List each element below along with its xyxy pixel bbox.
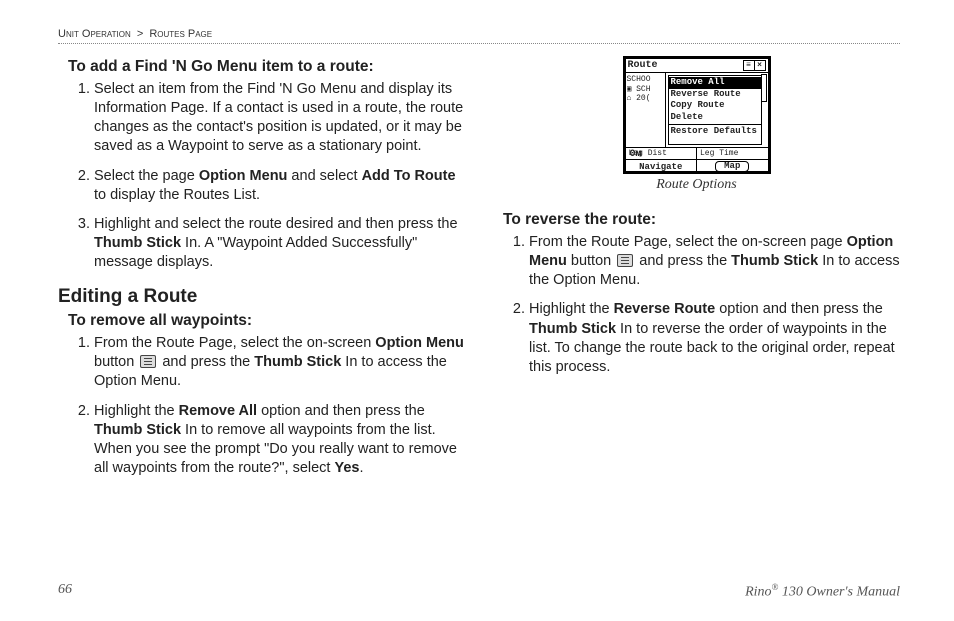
screen-option-menu: Remove All Reverse Route Copy Route Dele… [668,75,762,145]
proc2-step: From the Route Page, select the on-scree… [94,334,465,391]
screen-title: Route [628,60,658,71]
screen-titlebar: Route ≡ × [626,59,768,73]
close-icon: × [754,60,766,71]
section-heading: Editing a Route [58,286,465,308]
page-number: 66 [58,582,72,601]
proc1-heading: To add a Find 'N Go Menu item to a route… [68,58,465,76]
proc3-steps: From the Route Page, select the on-scree… [503,233,900,377]
menu-item: Copy Route [669,100,761,112]
breadcrumb: Unit Operation > Routes Page [58,28,900,40]
proc1-step: Select an item from the Find 'N Go Menu … [94,80,465,157]
map-btn: Map [715,161,749,173]
screen-footer: 0ᴍ Navigate Map [626,159,768,173]
proc1-step: Highlight and select the route desired a… [94,215,465,272]
right-column: Route ≡ × SCHOO ▣ SCH ⌂ 20( R [493,56,900,492]
breadcrumb-page: Routes Page [149,28,212,40]
proc3-heading: To reverse the route: [503,211,900,229]
figure-caption: Route Options [617,177,777,193]
menu-item: Restore Defaults [669,126,761,138]
page-footer: 66 Rino® 130 Owner's Manual [58,582,900,601]
proc3-step: From the Route Page, select the on-scree… [529,233,900,290]
device-screen: Route ≡ × SCHOO ▣ SCH ⌂ 20( R [623,56,771,174]
figure: Route ≡ × SCHOO ▣ SCH ⌂ 20( R [617,56,777,193]
breadcrumb-sep: > [137,28,143,40]
proc2-step: Highlight the Remove All option and then… [94,402,465,479]
menu-item: Remove All [669,77,761,89]
scrollbar [761,74,767,102]
proc3-step: Highlight the Reverse Route option and t… [529,300,900,377]
proc2-heading: To remove all waypoints: [68,312,465,330]
screen-title-icons: ≡ × [744,60,766,71]
menu-icon [617,254,633,267]
menu-icon [140,355,156,368]
menu-item: Delete [669,112,761,124]
left-column: To add a Find 'N Go Menu item to a route… [58,56,465,492]
header-divider [58,43,900,44]
screen-midrow: Leg Dist Leg Time [626,147,768,159]
menu-item: Reverse Route [669,89,761,101]
proc1-steps: Select an item from the Find 'N Go Menu … [68,80,465,272]
breadcrumb-section: Unit Operation [58,28,131,40]
screen-body: SCHOO ▣ SCH ⌂ 20( Remove All Reverse Rou… [626,73,768,147]
manual-title: Rino® 130 Owner's Manual [745,582,900,601]
proc1-step: Select the page Option Menu and select A… [94,167,465,205]
screen-leftlist: SCHOO ▣ SCH ⌂ 20( [626,73,666,147]
navigate-btn: Navigate [639,162,682,172]
proc2-steps: From the Route Page, select the on-scree… [68,334,465,478]
